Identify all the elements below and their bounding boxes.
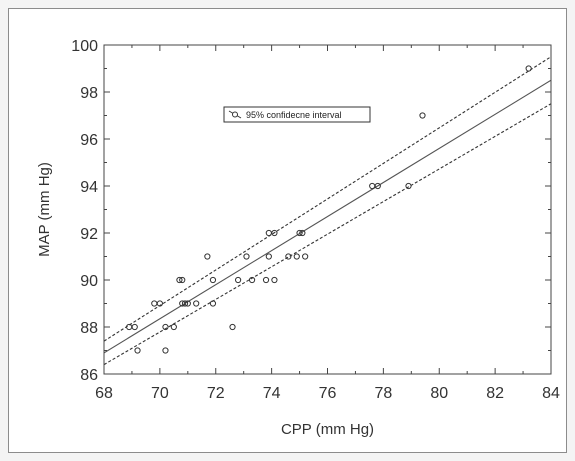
x-tick-label: 80 (430, 385, 448, 402)
legend-symbol (228, 110, 242, 119)
y-axis-title: MAP (mm Hg) (36, 162, 53, 257)
data-point (193, 300, 200, 307)
data-point (235, 276, 242, 284)
data-points (126, 65, 532, 354)
y-tick-label: 90 (80, 273, 98, 290)
x-tick-label: 74 (263, 385, 281, 402)
data-point (369, 182, 376, 190)
y-tick-label: 88 (80, 320, 98, 337)
data-point (293, 253, 300, 260)
legend: 95% confidecne interval (223, 106, 371, 123)
legend-label: 95% confidecne interval (246, 110, 342, 120)
y-tick-label: 100 (71, 38, 98, 55)
data-point (126, 323, 133, 331)
data-point (265, 253, 272, 260)
plot-area (104, 56, 551, 366)
data-point (271, 229, 278, 237)
data-point (204, 253, 211, 260)
data-point (170, 323, 177, 331)
data-point (243, 253, 250, 260)
x-tick-label: 84 (542, 385, 560, 402)
data-point (265, 229, 272, 237)
data-point (248, 276, 256, 284)
x-axis-title: CPP (mm Hg) (281, 421, 374, 438)
x-tick-label: 82 (486, 385, 504, 402)
legend-box (223, 106, 371, 123)
data-point (419, 112, 426, 119)
data-point (525, 65, 532, 72)
data-point (156, 300, 163, 307)
data-point (302, 253, 309, 260)
legend-marker (232, 111, 238, 118)
confidence-upper-line (104, 56, 551, 342)
data-point (176, 276, 183, 284)
y-tick-label: 96 (80, 132, 98, 149)
y-tick-label: 94 (80, 179, 98, 196)
plot-frame (103, 44, 552, 375)
x-tick-label: 70 (151, 385, 169, 402)
data-point (405, 182, 412, 190)
x-tick-label: 78 (374, 385, 392, 402)
data-point (181, 300, 189, 307)
data-point (285, 253, 292, 260)
data-point (209, 276, 217, 284)
data-point (162, 323, 169, 331)
data-point (229, 323, 236, 331)
chart-figure: 68 70 72 74 76 78 80 82 84 86 88 90 92 94 96 98 100 CPP … (8, 8, 567, 453)
data-point (296, 229, 303, 237)
data-point (299, 229, 306, 237)
data-point (179, 276, 186, 284)
x-tick-label: 68 (95, 385, 113, 402)
fit-lines (104, 56, 551, 366)
scatter-chart: 68 70 72 74 76 78 80 82 84 86 88 90 92 94 96 98 100 CPP … (36, 38, 560, 438)
data-point (131, 323, 138, 331)
y-tick-label: 98 (80, 85, 98, 102)
x-tick-label: 72 (207, 385, 225, 402)
data-point (162, 347, 169, 354)
data-point (209, 300, 217, 307)
axes: 68 70 72 74 76 78 80 82 84 86 88 90 92 94 96 98 100 (71, 38, 560, 402)
y-tick-label: 92 (80, 226, 98, 243)
data-point (262, 276, 270, 284)
data-point (151, 300, 158, 307)
data-point (271, 276, 278, 284)
confidence-lower-line (104, 103, 551, 366)
x-tick-label: 76 (319, 385, 337, 402)
data-point (374, 182, 381, 190)
regression-line (104, 79, 551, 354)
data-point (134, 347, 141, 354)
data-point (184, 300, 191, 307)
y-tick-label: 86 (80, 367, 98, 384)
